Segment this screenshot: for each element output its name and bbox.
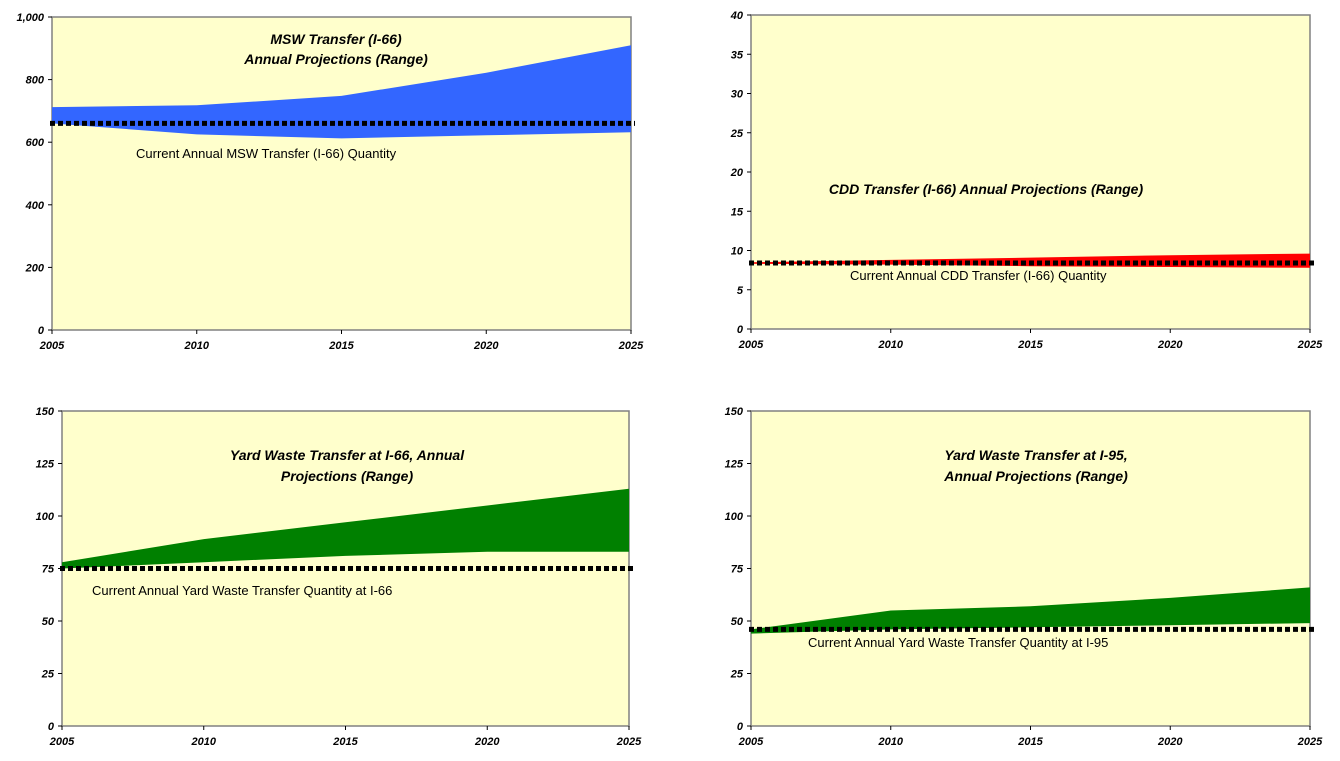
y-tick-label: 400 <box>25 200 45 212</box>
x-tick-label: 2015 <box>1017 339 1043 351</box>
y-tick-label: 35 <box>731 49 744 61</box>
y-tick-label: 0 <box>737 721 744 733</box>
x-tick-label: 2005 <box>738 339 764 351</box>
reference-line-label: Current Annual Yard Waste Transfer Quant… <box>92 583 392 598</box>
chart-title: MSW Transfer (I-66) <box>270 31 402 47</box>
chart-title: Annual Projections (Range) <box>943 468 1128 484</box>
chart-title: Yard Waste Transfer at I-66, Annual <box>230 447 465 463</box>
chart-title: Annual Projections (Range) <box>243 51 428 67</box>
reference-line-label: Current Annual CDD Transfer (I-66) Quant… <box>850 268 1107 283</box>
x-tick-label: 2005 <box>738 736 764 748</box>
y-tick-label: 150 <box>36 406 55 418</box>
chart-title: CDD Transfer (I-66) Annual Projections (… <box>829 181 1144 197</box>
chart-3: 0 25 50 75 100 125 150 2005 2010 2015 2020 2025 Yard… <box>36 406 642 748</box>
x-tick-label: 2020 <box>1157 339 1183 351</box>
chart-title: Yard Waste Transfer at I-95, <box>944 447 1127 463</box>
y-tick-label: 40 <box>730 10 744 22</box>
y-tick-label: 100 <box>725 511 744 523</box>
x-tick-label: 2015 <box>1017 736 1043 748</box>
x-tick-label: 2010 <box>191 736 217 748</box>
y-tick-label: 15 <box>731 206 744 218</box>
y-tick-label: 0 <box>48 721 55 733</box>
reference-line-label: Current Annual MSW Transfer (I-66) Quant… <box>136 146 397 161</box>
x-tick-label: 2020 <box>473 340 499 352</box>
x-tick-label: 2010 <box>878 339 904 351</box>
y-tick-label: 100 <box>36 511 55 523</box>
range-band <box>52 45 631 139</box>
y-tick-label: 800 <box>26 75 45 87</box>
y-tick-label: 150 <box>725 406 744 418</box>
x-tick-label: 2005 <box>39 340 65 352</box>
y-tick-label: 25 <box>41 669 55 681</box>
y-tick-label: 20 <box>730 167 744 179</box>
x-tick-label: 2010 <box>184 340 210 352</box>
y-tick-label: 600 <box>26 137 45 149</box>
x-tick-label: 2025 <box>618 340 644 352</box>
x-tick-label: 2015 <box>328 340 354 352</box>
y-tick-label: 5 <box>737 285 744 297</box>
chart-title: Projections (Range) <box>281 468 414 484</box>
x-tick-label: 2015 <box>332 736 358 748</box>
y-tick-label: 50 <box>42 616 55 628</box>
x-tick-label: 2005 <box>49 736 75 748</box>
x-tick-label: 2020 <box>1157 736 1183 748</box>
y-tick-label: 30 <box>731 89 744 101</box>
x-tick-label: 2025 <box>1297 736 1323 748</box>
y-tick-label: 25 <box>730 669 744 681</box>
plot-area <box>750 14 1311 330</box>
y-tick-label: 200 <box>25 262 45 274</box>
x-tick-label: 2020 <box>474 736 500 748</box>
reference-line-label: Current Annual Yard Waste Transfer Quant… <box>808 635 1108 650</box>
x-tick-label: 2025 <box>616 736 642 748</box>
y-tick-label: 75 <box>731 564 744 576</box>
y-tick-label: 25 <box>730 128 744 140</box>
y-tick-label: 10 <box>731 246 744 258</box>
plot-area <box>750 410 1311 727</box>
range-band <box>62 488 629 569</box>
y-tick-label: 125 <box>725 459 744 471</box>
range-band <box>751 587 1310 634</box>
y-tick-label: 1,000 <box>16 12 44 24</box>
y-tick-label: 125 <box>36 459 55 471</box>
chart-1: 0 200 400 600 800 1,000 2005 2010 2015 2020 2025 MS… <box>16 12 644 352</box>
x-tick-label: 2025 <box>1297 339 1323 351</box>
x-tick-label: 2010 <box>878 736 904 748</box>
chart-4: 0 25 50 75 100 125 150 2005 2010 2015 2020 2025 Yard… <box>725 406 1323 748</box>
y-tick-label: 50 <box>731 616 744 628</box>
y-tick-label: 0 <box>737 324 744 336</box>
y-tick-label: 0 <box>38 325 45 337</box>
y-tick-label: 75 <box>42 564 55 576</box>
